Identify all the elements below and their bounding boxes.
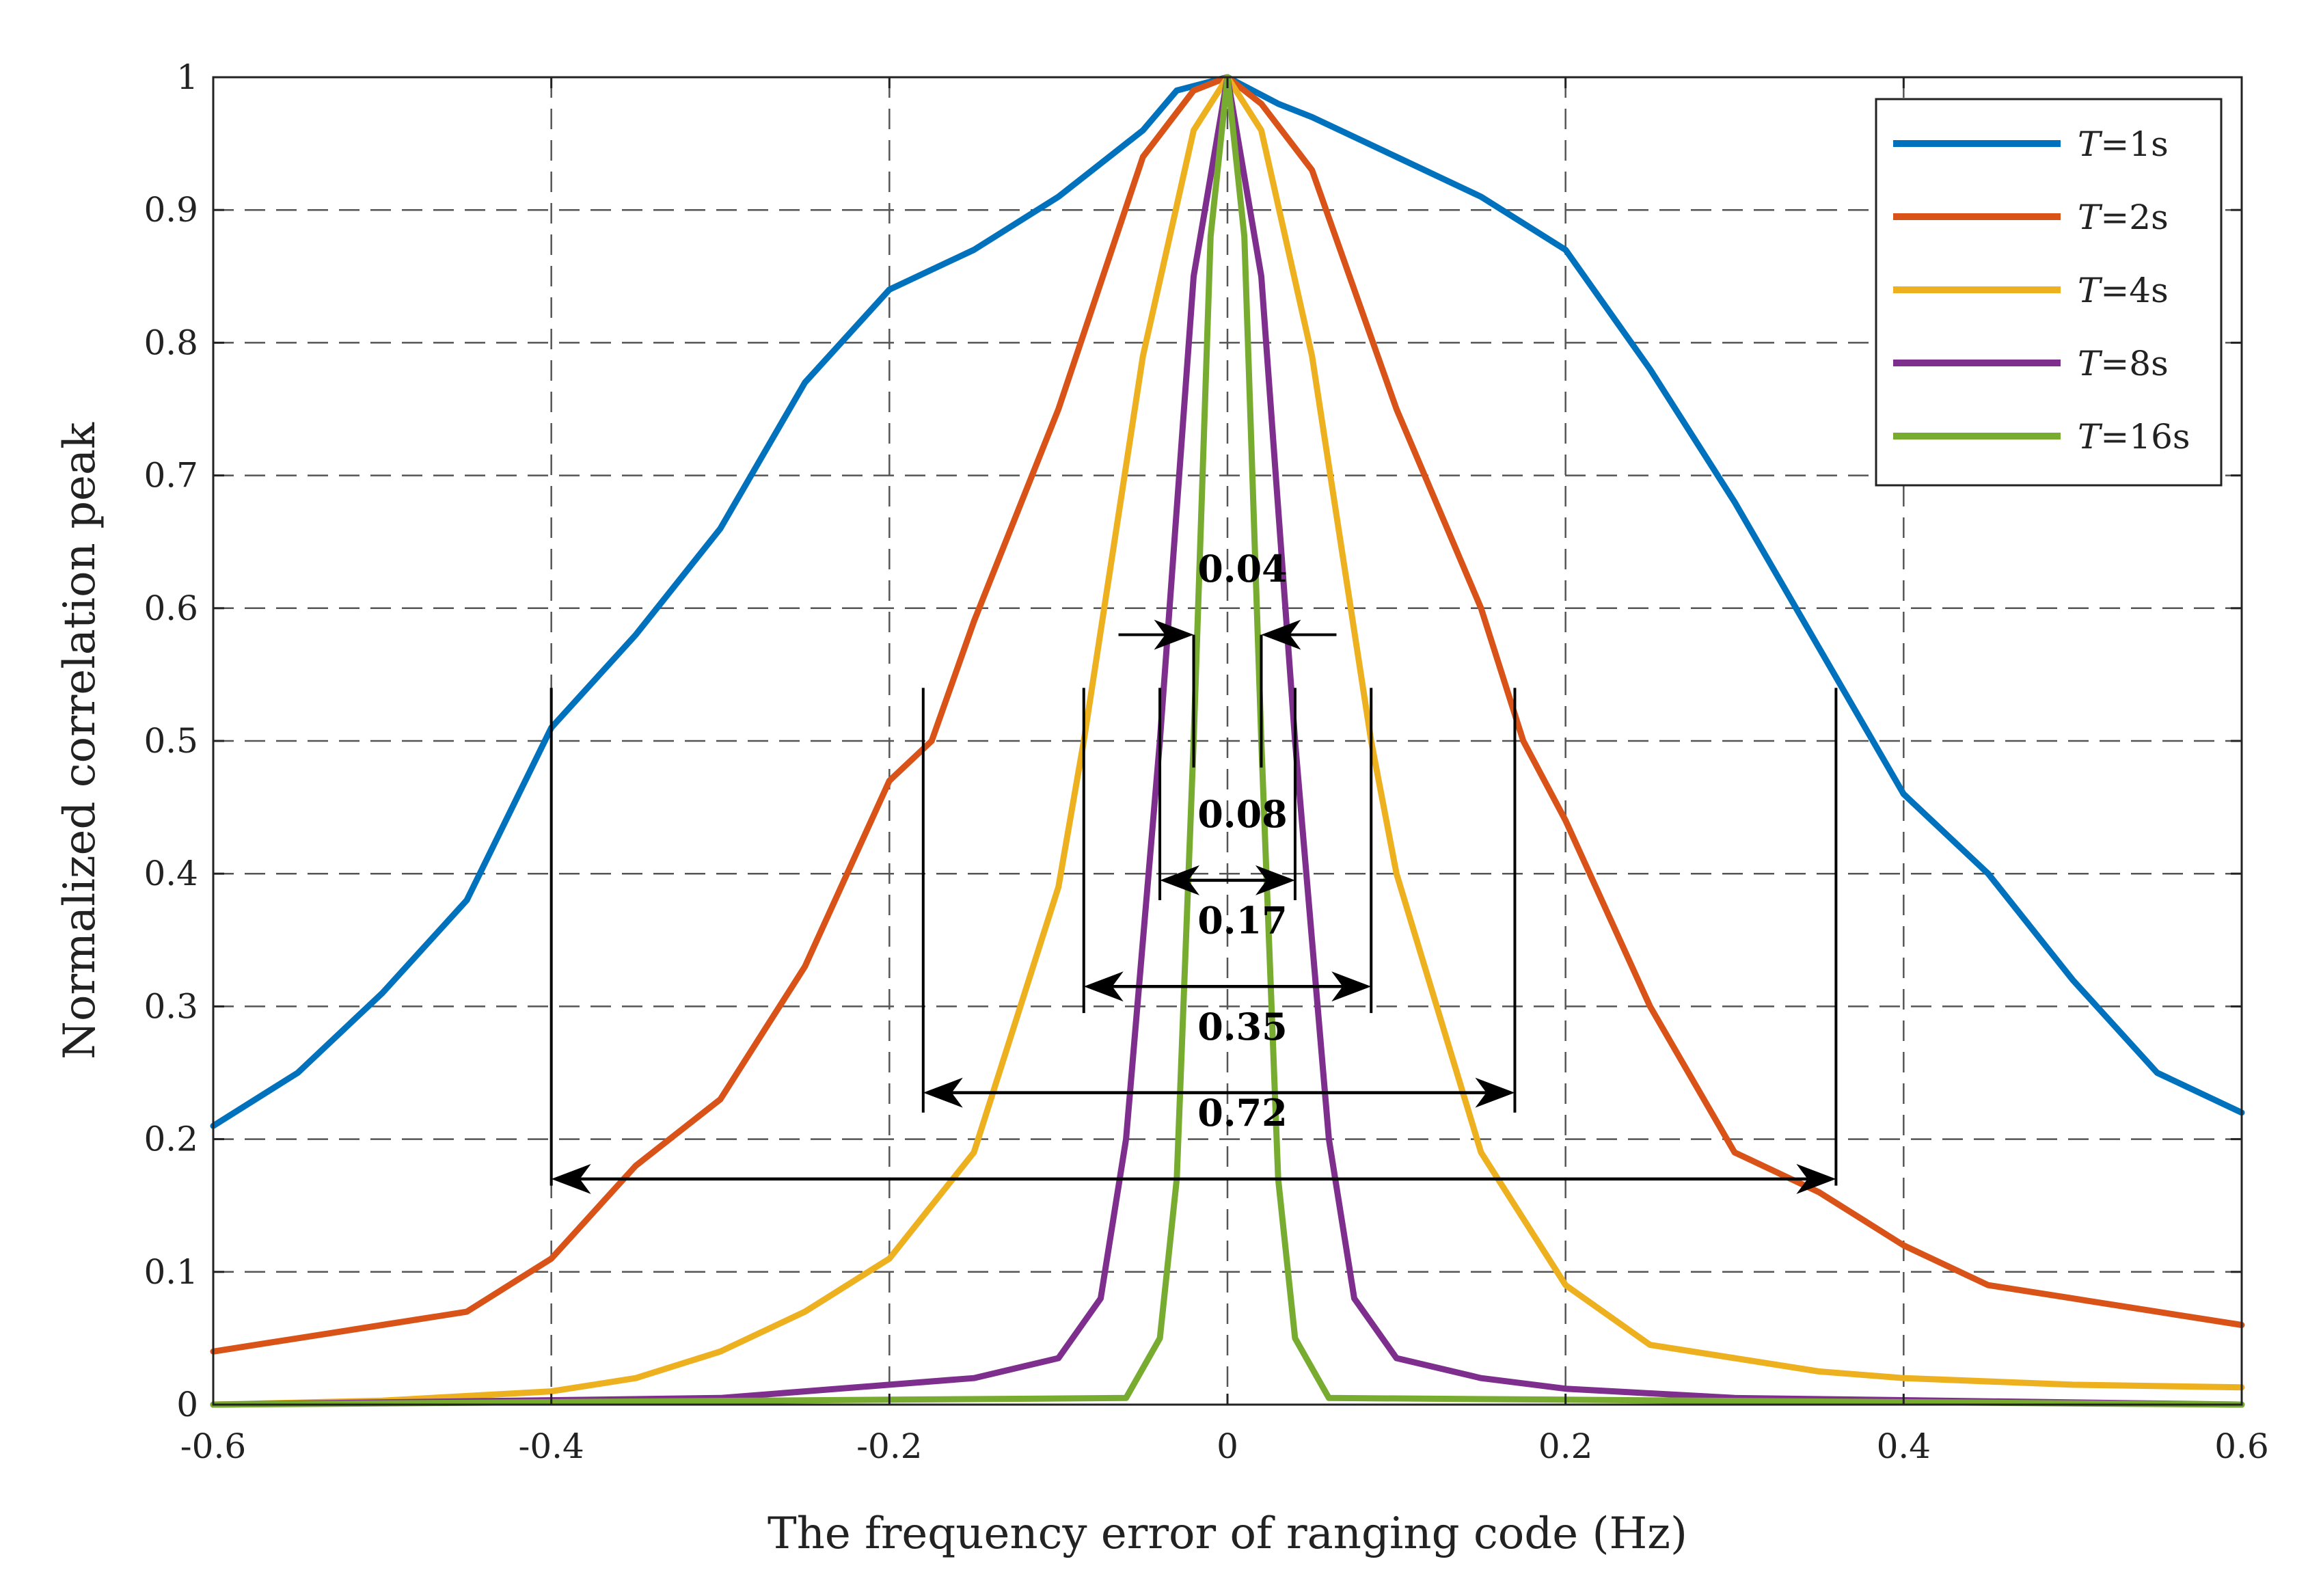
y-tick-label: 0.3 <box>144 986 198 1026</box>
arrow-head <box>1255 865 1295 895</box>
y-tick-label: 0.8 <box>144 323 198 362</box>
y-tick-label: 0.4 <box>144 854 198 893</box>
y-tick-label: 1 <box>176 57 198 97</box>
arrow-head <box>1475 1077 1515 1108</box>
y-tick-label: 0.6 <box>144 589 198 628</box>
annotation-label: 0.72 <box>1197 1091 1288 1135</box>
x-tick-label: -0.4 <box>518 1426 584 1466</box>
legend-label: T=16s <box>2078 417 2190 457</box>
x-tick-label: -0.6 <box>180 1426 246 1466</box>
legend-label: T=1s <box>2078 124 2169 164</box>
arrow-head <box>1160 865 1200 895</box>
arrow-head <box>1154 619 1194 650</box>
annotation-0.35: 0.35 <box>921 688 1517 1113</box>
x-tick-label: 0.4 <box>1877 1426 1931 1466</box>
x-tick-label: 0 <box>1217 1426 1238 1466</box>
axis-ticks: -0.6 -0.4 -0.2 0 0.2 0.4 0.6 0 0.1 0.2 0.3 0.4 0.5 0.… <box>144 57 2268 1466</box>
annotation-0.17: 0.17 <box>1082 688 1373 1014</box>
legend-label: T=8s <box>2078 344 2169 383</box>
x-tick-label: 0.2 <box>1538 1426 1593 1466</box>
arrow-head <box>1796 1163 1836 1194</box>
arrow-head <box>1083 971 1124 1002</box>
annotation-label: 0.08 <box>1197 792 1288 836</box>
y-tick-label: 0.2 <box>144 1120 198 1159</box>
legend: T=1s T=2s T=4s T=8s T=16s <box>1875 98 2223 487</box>
legend-label: T=2s <box>2078 198 2169 237</box>
annotation-label: 0.17 <box>1197 899 1288 943</box>
y-tick-label: 0.7 <box>144 456 198 496</box>
annotation-0.04: 0.04 <box>1118 547 1337 768</box>
y-tick-label: 0.1 <box>144 1252 198 1292</box>
y-tick-label: 0 <box>176 1385 198 1424</box>
y-tick-label: 0.9 <box>144 190 198 230</box>
legend-label: T=4s <box>2078 271 2169 310</box>
annotation-0.08: 0.08 <box>1158 688 1296 901</box>
y-axis-title: Normalized correlation peak <box>55 422 105 1059</box>
annotation-label: 0.04 <box>1197 547 1288 591</box>
arrow-head <box>1261 619 1301 650</box>
arrow-head <box>551 1163 591 1194</box>
annotation-0.72: 0.72 <box>549 688 1838 1194</box>
arrow-head <box>923 1077 963 1108</box>
grid <box>213 77 2242 1405</box>
x-axis-title: The frequency error of ranging code (Hz) <box>768 1509 1687 1559</box>
bandwidth-annotations: 0.04 0.08 0.17 0.35 0.72 <box>549 547 1838 1194</box>
x-tick-label: -0.2 <box>856 1426 922 1466</box>
arrow-head <box>1331 971 1372 1002</box>
x-tick-label: 0.6 <box>2214 1426 2269 1466</box>
annotation-label: 0.35 <box>1197 1005 1288 1049</box>
y-tick-label: 0.5 <box>144 721 198 761</box>
